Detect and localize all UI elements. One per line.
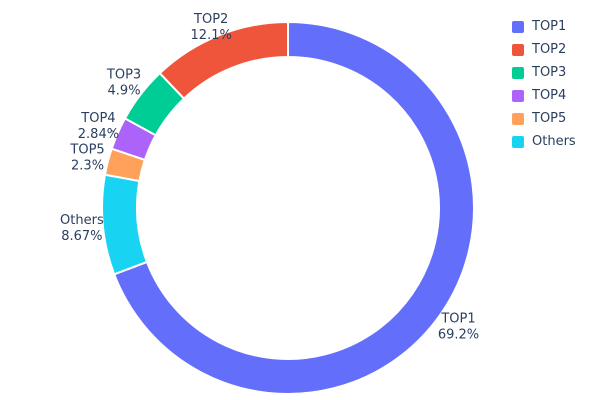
slice-label-top3: TOP3 4.9%: [106, 68, 141, 99]
legend-item-top5[interactable]: TOP5: [512, 112, 576, 126]
slice-label-top1: TOP1 69.2%: [438, 311, 479, 342]
legend-swatch-top5: [512, 113, 524, 125]
leader-line-top4: [111, 129, 115, 133]
pie-slice-top1[interactable]: [112, 20, 475, 395]
legend-label-top3: TOP3: [532, 65, 567, 80]
slice-label-top2: TOP2 12.1%: [191, 12, 232, 43]
pie-slice-others[interactable]: [101, 173, 149, 276]
legend: TOP1 TOP2 TOP3 TOP4 TOP5 Others: [512, 20, 576, 158]
legend-label-top4: TOP4: [532, 88, 567, 103]
legend-label-top5: TOP5: [532, 111, 567, 126]
legend-swatch-top3: [512, 67, 524, 79]
slice-label-top5: TOP5 2.3%: [69, 142, 104, 173]
legend-swatch-top2: [512, 44, 524, 56]
legend-item-others[interactable]: Others: [512, 135, 576, 149]
legend-label-top2: TOP2: [532, 42, 567, 57]
pie-slice-top2[interactable]: [158, 20, 289, 100]
legend-swatch-top1: [512, 21, 524, 33]
legend-item-top1[interactable]: TOP1: [512, 20, 576, 34]
legend-label-others: Others: [532, 134, 576, 149]
legend-swatch-top4: [512, 90, 524, 102]
legend-label-top1: TOP1: [532, 19, 567, 34]
legend-item-top3[interactable]: TOP3: [512, 66, 576, 80]
legend-item-top2[interactable]: TOP2: [512, 43, 576, 57]
slice-label-top4: TOP4 2.84%: [78, 111, 119, 142]
legend-item-top4[interactable]: TOP4: [512, 89, 576, 103]
legend-swatch-others: [512, 136, 524, 148]
slice-label-others: Others 8.67%: [60, 213, 104, 244]
